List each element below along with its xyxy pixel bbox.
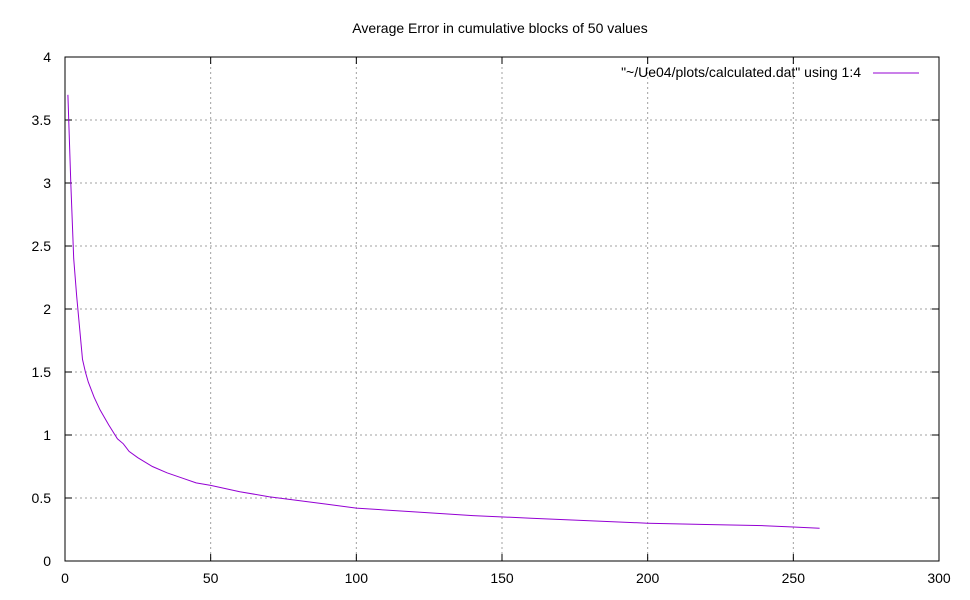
legend: "~/Ue04/plots/calculated.dat" using 1:4 bbox=[621, 64, 919, 80]
ticks-layer bbox=[64, 56, 940, 562]
y-tick-label: 0 bbox=[43, 553, 51, 569]
x-tick-label: 300 bbox=[927, 570, 951, 586]
y-tick-label: 1.5 bbox=[32, 364, 52, 380]
x-tick-label: 50 bbox=[203, 570, 219, 586]
y-tick-label: 0.5 bbox=[32, 490, 52, 506]
x-tick-label: 150 bbox=[490, 570, 514, 586]
x-tick-label: 100 bbox=[345, 570, 369, 586]
chart-title: Average Error in cumulative blocks of 50… bbox=[352, 20, 647, 36]
y-tick-label: 1 bbox=[43, 427, 51, 443]
x-tick-label: 0 bbox=[61, 570, 69, 586]
grid-layer bbox=[65, 57, 939, 561]
series-layer bbox=[67, 94, 820, 529]
y-tick-label: 4 bbox=[43, 49, 51, 65]
y-tick-label: 2.5 bbox=[32, 238, 52, 254]
x-tick-label: 250 bbox=[782, 570, 806, 586]
y-tick-label: 3.5 bbox=[32, 112, 52, 128]
labels-layer: 0 50 100 150 200 250 300 0 0.5 1 1.5 2 2.5 3 3.5 4 bbox=[32, 49, 951, 586]
x-tick-label: 200 bbox=[636, 570, 660, 586]
y-tick-label: 3 bbox=[43, 175, 51, 191]
legend-label-series-1: "~/Ue04/plots/calculated.dat" using 1:4 bbox=[621, 64, 861, 80]
series-line-1 bbox=[67, 94, 820, 529]
y-tick-label: 2 bbox=[43, 301, 51, 317]
